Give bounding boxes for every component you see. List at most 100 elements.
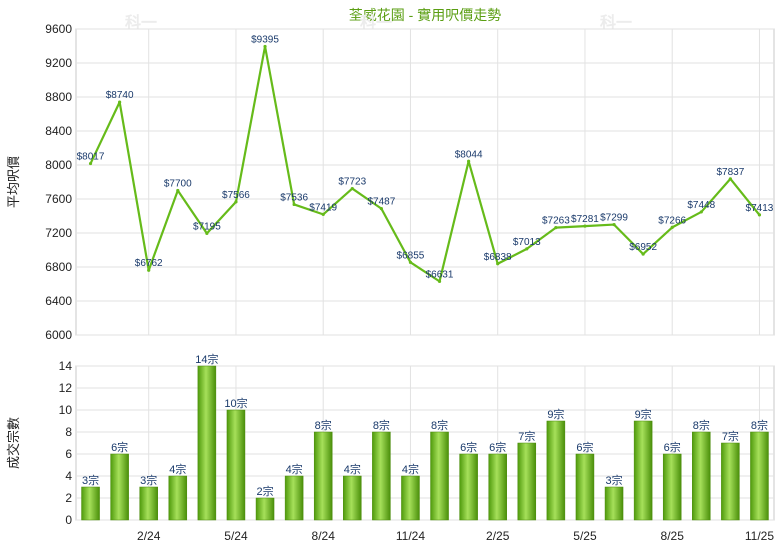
volume-label: 6宗: [111, 440, 128, 454]
volume-bar: [81, 486, 100, 521]
price-label: $7299: [600, 213, 628, 224]
volume-label: 4宗: [286, 462, 303, 476]
volume-label: 7宗: [518, 429, 535, 443]
price-label: $7013: [513, 237, 541, 248]
y-tick-label: 7200: [45, 226, 72, 240]
x-tick-label: 2/24: [137, 529, 161, 543]
volume-bar: [633, 420, 653, 521]
price-point: [176, 188, 180, 193]
volume-label: 14宗: [195, 352, 218, 366]
price-point: [205, 231, 209, 236]
volume-bar: [168, 475, 188, 521]
price-point: [583, 224, 587, 228]
price-point: [234, 200, 238, 204]
chart-title: 荃威花園 - 實用呎價走勢: [349, 7, 501, 23]
price-point: [118, 100, 122, 104]
price-label: $6631: [426, 269, 454, 280]
x-tick-label: 2/25: [486, 529, 510, 543]
volume-bar: [488, 453, 507, 521]
volume-bar: [546, 420, 566, 521]
price-point: [147, 268, 151, 272]
price-label: $6838: [484, 252, 512, 263]
watermark: 科一: [600, 13, 632, 32]
y-axis-title: 平均呎價: [6, 156, 21, 208]
price-point: [612, 222, 616, 227]
volume-label: 7宗: [722, 429, 739, 443]
y-tick-label: 9600: [45, 22, 72, 36]
volume-bar: [313, 431, 333, 521]
price-point: [757, 213, 762, 217]
plot-area-bottom: [75, 365, 775, 521]
price-point: [496, 262, 500, 266]
volume-bar: [750, 431, 769, 521]
price-label: $9395: [251, 34, 279, 45]
price-label: $7487: [367, 197, 395, 208]
x-tick-label: 8/24: [312, 529, 336, 543]
volume-bar: [517, 442, 537, 521]
volume-label: 3宗: [140, 473, 157, 487]
price-point: [641, 252, 645, 256]
y-tick-label: 9200: [45, 56, 72, 70]
price-label: $6952: [629, 242, 657, 253]
volume-bar: [255, 497, 275, 521]
volume-label: 3宗: [82, 473, 99, 487]
price-label: $7448: [687, 200, 715, 211]
volume-label: 4宗: [169, 462, 186, 476]
price-label: $7281: [571, 214, 599, 225]
x-tick-label: 11/25: [745, 529, 774, 543]
volume-label: 10宗: [224, 396, 247, 410]
y-tick-label: 8: [65, 425, 72, 439]
volume-bar: [662, 453, 682, 521]
volume-bar: [430, 431, 449, 521]
volume-label: 6宗: [489, 440, 506, 454]
price-point: [350, 186, 354, 191]
price-point: [88, 161, 93, 166]
volume-label: 6宗: [664, 440, 681, 454]
volume-bar: [401, 475, 420, 521]
price-point: [321, 212, 325, 216]
price-label: $6855: [397, 250, 425, 261]
volume-bar-panel: 0 2 4 6 8 10 12 14 2/24 5/24 8/24 11/24 2/25 5/25 8/25…: [6, 352, 775, 543]
price-label: $7536: [280, 192, 308, 203]
y-tick-label: 8000: [45, 158, 72, 172]
y-tick-label: 7600: [45, 192, 72, 206]
volume-bar: [459, 453, 478, 521]
volume-bar: [197, 365, 217, 521]
price-point: [408, 260, 413, 264]
price-label: $7566: [222, 190, 250, 201]
y-tick-label: 10: [59, 403, 73, 417]
y-tick-label: 8800: [45, 90, 72, 104]
y-tick-label: 6800: [45, 260, 72, 274]
price-label: $7266: [658, 215, 686, 226]
x-tick-label: 5/24: [224, 529, 248, 543]
y-tick-label: 6000: [45, 328, 72, 342]
volume-bar: [604, 486, 624, 521]
price-point: [670, 225, 674, 229]
price-line-panel: 6000 6400 6800 7200 7600 8000 8400 8800 9200 9600…: [6, 22, 775, 342]
price-point: [263, 44, 267, 49]
plot-area-top: [75, 28, 775, 336]
y-tick-label: 6: [65, 447, 72, 461]
price-point: [379, 207, 383, 211]
x-tick-label: 8/25: [661, 529, 685, 543]
volume-label: 4宗: [344, 462, 361, 476]
y-tick-label: 0: [65, 513, 72, 527]
x-tick-label: 5/25: [573, 529, 597, 543]
price-label: $6762: [135, 258, 163, 269]
price-label: $7837: [716, 167, 744, 178]
volume-label: 8宗: [431, 418, 448, 432]
price-label: $7700: [164, 179, 192, 190]
y-tick-label: 6400: [45, 294, 72, 308]
volume-bar: [575, 453, 595, 521]
y-tick-label: 4: [65, 469, 72, 483]
volume-label: 2宗: [256, 484, 273, 498]
volume-bar: [343, 475, 362, 521]
watermark: 科一: [360, 13, 392, 32]
volume-label: 8宗: [751, 418, 768, 432]
price-point: [699, 210, 703, 214]
volume-bar: [721, 442, 740, 521]
price-point: [525, 247, 529, 251]
y-tick-label: 14: [59, 359, 73, 373]
y-tick-label: 12: [59, 381, 73, 395]
